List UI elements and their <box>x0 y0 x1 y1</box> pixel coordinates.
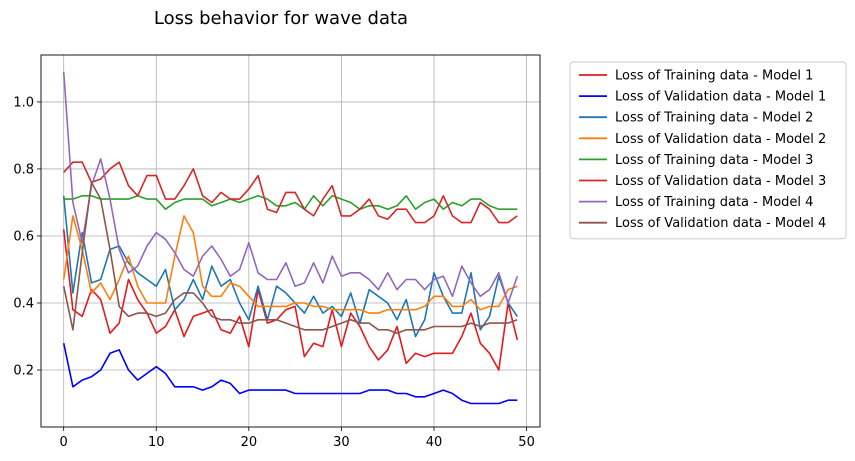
x-tick-label: 50 <box>518 435 535 450</box>
legend-label: Loss of Training data - Model 4 <box>615 195 813 210</box>
chart-title: Loss behavior for wave data <box>154 8 408 29</box>
legend-box <box>569 61 847 240</box>
legend-label: Loss of Validation data - Model 1 <box>615 90 826 105</box>
legend-item: Loss of Validation data - Model 3 <box>579 174 826 189</box>
series-line-1 <box>62 229 519 371</box>
legend-label: Loss of Validation data - Model 3 <box>615 174 826 189</box>
series-line-4 <box>62 215 518 314</box>
legend-item: Loss of Validation data - Model 4 <box>579 216 826 231</box>
series-line-8 <box>62 181 518 335</box>
y-tick-label: 0.6 <box>13 229 34 244</box>
series-line-3 <box>62 195 518 338</box>
legend-item: Loss of Validation data - Model 1 <box>579 90 826 105</box>
legend-item: Loss of Validation data - Model 2 <box>579 132 826 147</box>
legend-item: Loss of Training data - Model 4 <box>579 195 813 210</box>
legend-label: Loss of Validation data - Model 2 <box>615 132 826 147</box>
legend-label: Loss of Training data - Model 2 <box>615 111 813 126</box>
x-tick-label: 40 <box>426 435 443 450</box>
x-tick-label: 20 <box>241 435 258 450</box>
x-tick-label: 30 <box>333 435 350 450</box>
y-tick-label: 0.2 <box>13 364 34 379</box>
series-lines <box>62 71 519 405</box>
legend-label: Loss of Training data - Model 1 <box>615 69 813 84</box>
x-tick-label: 0 <box>60 435 68 450</box>
series-line-6 <box>63 161 518 224</box>
series-line-7 <box>62 71 519 304</box>
legend-item: Loss of Training data - Model 3 <box>579 153 813 168</box>
legend-label: Loss of Validation data - Model 4 <box>615 216 826 231</box>
series-line-5 <box>63 195 518 210</box>
axis-ticks: 0 10 20 30 40 50 0.2 0.4 0.6 0.8 1.0 <box>13 95 535 450</box>
y-tick-label: 0.4 <box>13 297 34 312</box>
legend: Loss of Training data - Model 1 Loss of V… <box>569 61 847 240</box>
series-line-2 <box>62 343 518 405</box>
y-tick-label: 0.8 <box>13 162 34 177</box>
legend-label: Loss of Training data - Model 3 <box>615 153 813 168</box>
legend-item: Loss of Training data - Model 1 <box>579 69 813 84</box>
grid <box>41 55 540 427</box>
plot-area-frame <box>40 54 541 428</box>
x-tick-label: 10 <box>148 435 165 450</box>
legend-item: Loss of Training data - Model 2 <box>579 111 813 126</box>
y-tick-label: 1.0 <box>13 95 34 110</box>
